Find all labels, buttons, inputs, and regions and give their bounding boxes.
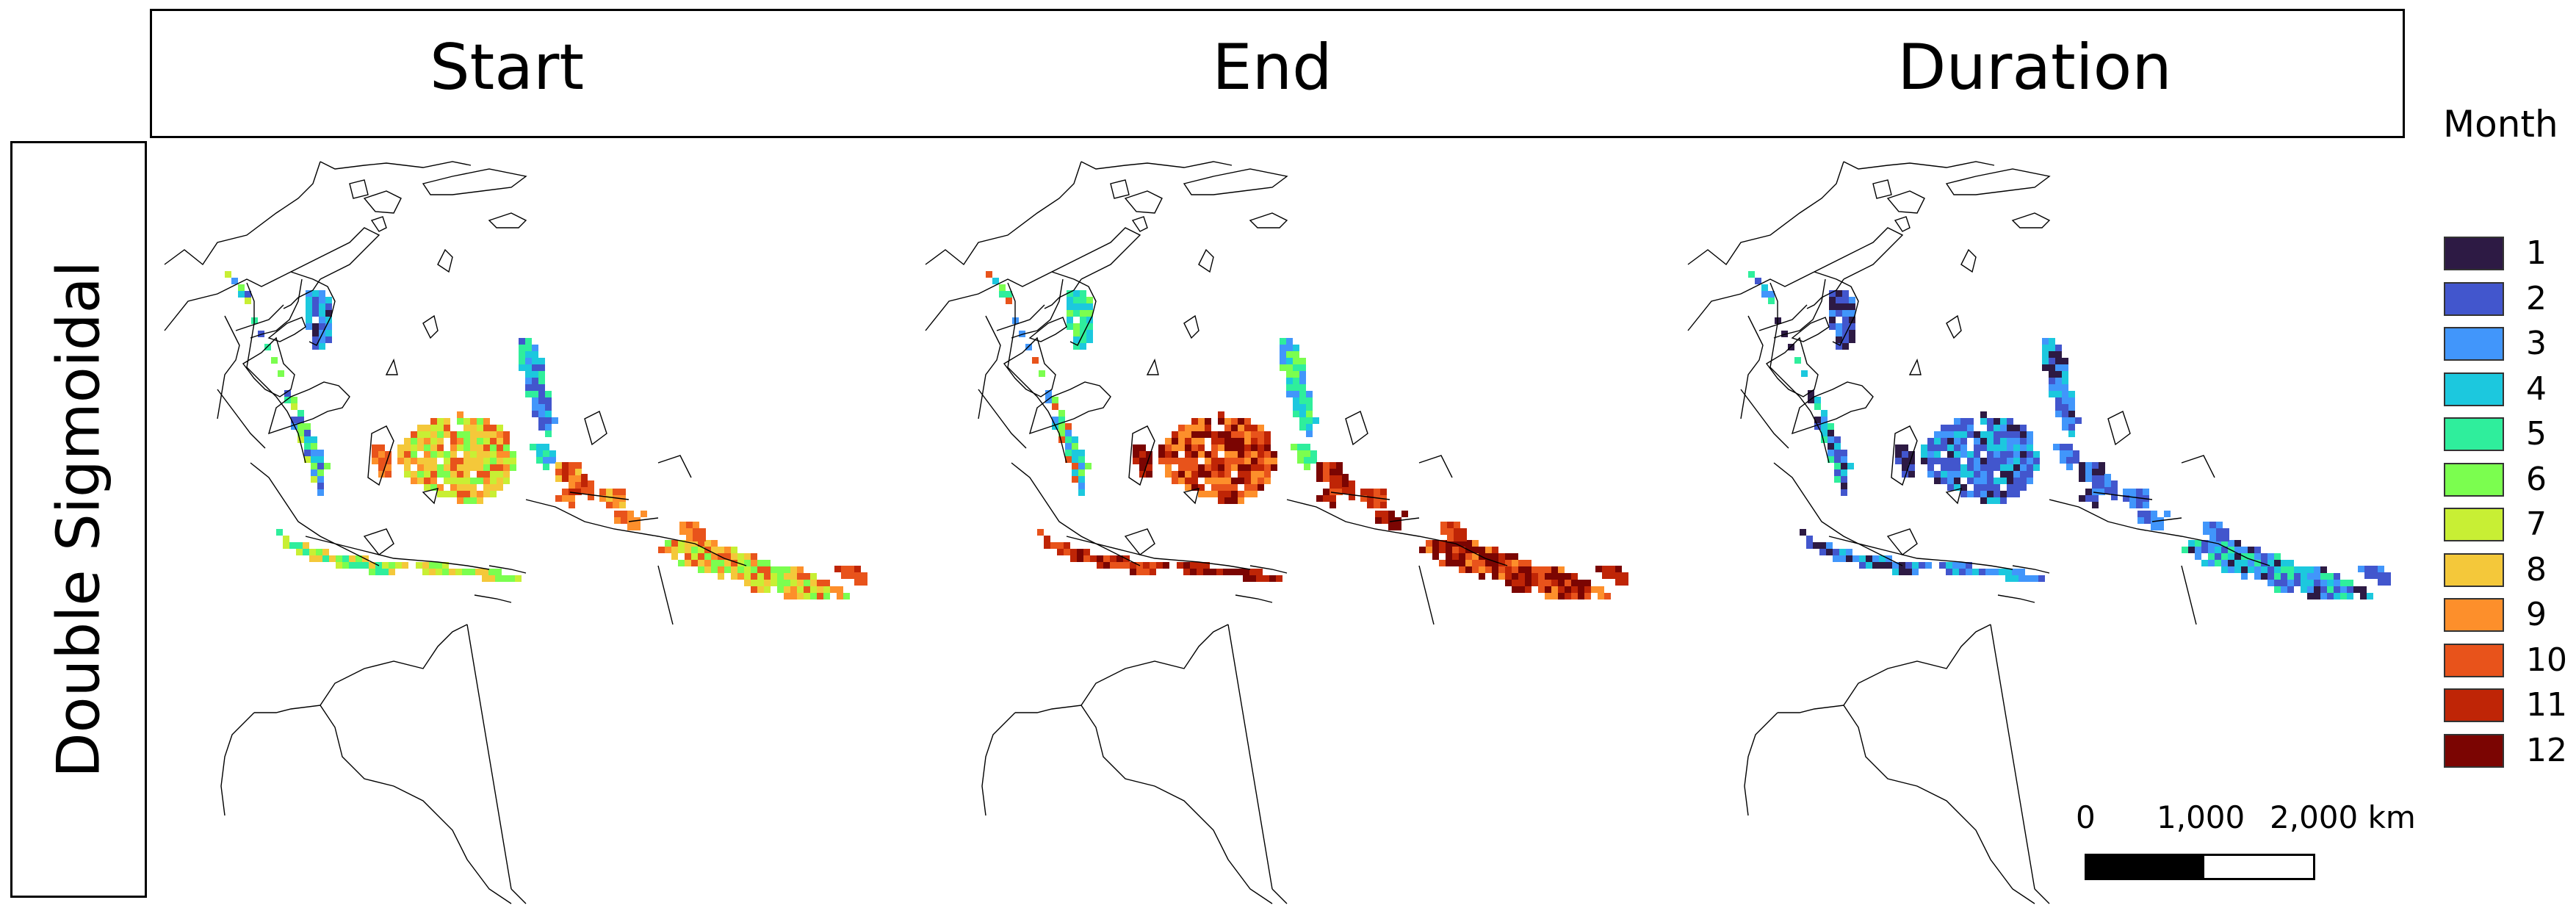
legend-swatch bbox=[2444, 643, 2504, 677]
legend-swatch bbox=[2444, 598, 2504, 632]
legend-label: 11 bbox=[2526, 686, 2567, 724]
scale-label-2000: 2,000 km bbox=[2270, 799, 2416, 835]
legend-label: 1 bbox=[2526, 234, 2547, 272]
legend-label: 4 bbox=[2526, 370, 2547, 408]
raster-layer bbox=[986, 271, 1628, 599]
legend-swatch bbox=[2444, 508, 2504, 541]
legend-label: 6 bbox=[2526, 460, 2547, 498]
scale-label-1000: 1,000 bbox=[2157, 799, 2245, 835]
legend-label: 7 bbox=[2526, 505, 2547, 543]
row-label: Double Sigmoidal bbox=[44, 261, 113, 778]
legend-swatch bbox=[2444, 327, 2504, 361]
scale-label-0: 0 bbox=[2076, 799, 2096, 835]
scale-segment-dark bbox=[2085, 854, 2204, 880]
map-panel-duration bbox=[1687, 161, 2391, 904]
scale-segment-light bbox=[2202, 854, 2315, 880]
legend-label: 12 bbox=[2526, 731, 2567, 769]
legend-swatch bbox=[2444, 281, 2504, 316]
legend-label: 3 bbox=[2526, 325, 2547, 362]
coastline-layer bbox=[1687, 161, 2270, 904]
legend-swatch bbox=[2444, 688, 2504, 722]
row-label-box: Double Sigmoidal bbox=[10, 141, 147, 898]
raster-layer bbox=[225, 271, 867, 599]
legend-swatch bbox=[2444, 237, 2504, 270]
map-panel-start bbox=[164, 161, 867, 904]
legend-label: 10 bbox=[2526, 641, 2567, 679]
column-title-duration: Duration bbox=[1897, 31, 2172, 104]
legend-swatch bbox=[2444, 733, 2504, 768]
column-title-start: Start bbox=[429, 31, 585, 104]
column-title-end: End bbox=[1212, 31, 1332, 104]
legend-swatch bbox=[2444, 552, 2504, 587]
legend-label: 9 bbox=[2526, 596, 2547, 633]
scale-bar: 0 1,000 2,000 km bbox=[2066, 799, 2416, 887]
legend-label: 8 bbox=[2526, 550, 2547, 588]
legend-swatch bbox=[2444, 462, 2504, 497]
legend-swatch bbox=[2444, 372, 2504, 406]
legend-label: 5 bbox=[2526, 415, 2547, 453]
legend-title: Month bbox=[2443, 103, 2558, 145]
coastline-layer bbox=[164, 161, 747, 904]
legend-label: 2 bbox=[2526, 279, 2547, 317]
raster-layer bbox=[1748, 271, 2391, 599]
legend-swatch bbox=[2444, 417, 2504, 451]
coastline-layer bbox=[925, 161, 1508, 904]
column-header-box bbox=[150, 9, 2405, 138]
map-panel-end bbox=[925, 161, 1628, 904]
